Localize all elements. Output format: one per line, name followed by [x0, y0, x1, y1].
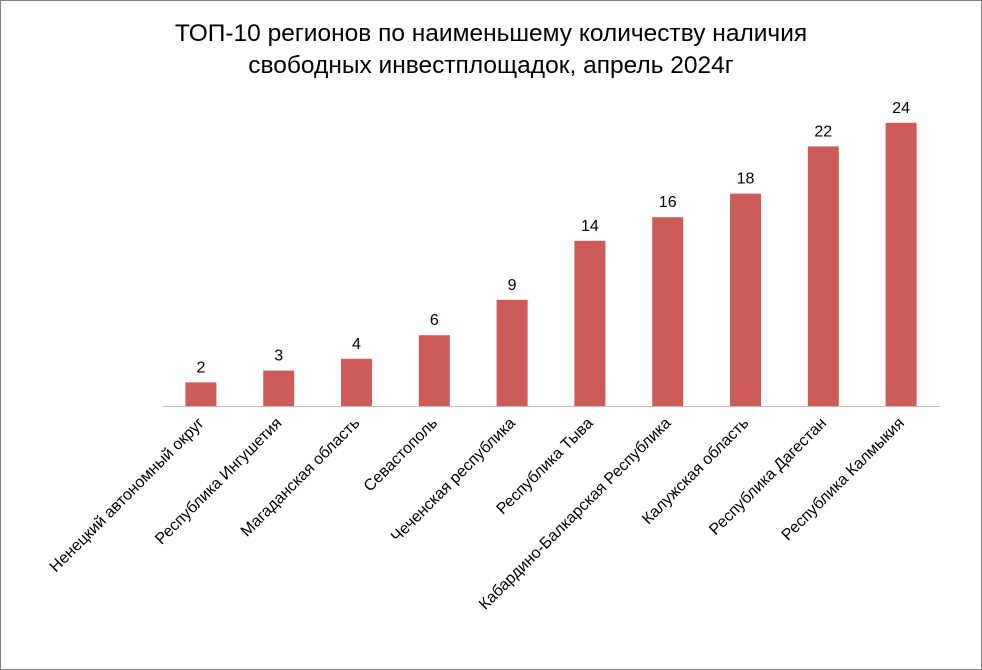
- value-label-10: 24: [892, 100, 910, 117]
- bar-3: [341, 358, 372, 406]
- value-labels-layer: 2 3 4 6 9 14 16 18 22 24: [196, 100, 910, 377]
- bar-1: [185, 382, 217, 406]
- value-label-3: 4: [352, 336, 361, 353]
- bars-layer: [185, 122, 917, 407]
- bar-9: [807, 146, 839, 406]
- value-label-5: 9: [508, 277, 517, 294]
- value-label-1: 2: [196, 359, 205, 376]
- bar-7: [652, 217, 684, 406]
- bar-10: [885, 122, 917, 407]
- category-label-5: Чеченская республика: [388, 415, 519, 546]
- bar-6: [574, 240, 606, 406]
- bar-5: [496, 299, 528, 406]
- category-label-2: Республика Ингушетия: [152, 415, 285, 548]
- bar-2: [263, 370, 295, 406]
- category-label-1: Ненецкий автономный округ: [47, 415, 208, 576]
- value-label-6: 14: [581, 218, 599, 235]
- bar-8: [730, 193, 761, 406]
- chart-title-line-1: ТОП-10 регионов по наименьшему количеств…: [174, 20, 808, 47]
- value-label-4: 6: [430, 312, 439, 329]
- chart-title: ТОП-10 регионов по наименьшему количеств…: [0, 18, 982, 82]
- value-label-7: 16: [659, 194, 677, 211]
- category-label-4: Севастополь: [361, 415, 441, 495]
- value-label-8: 18: [737, 171, 755, 188]
- chart-title-line-2: свободных инвестплощадок, апрель 2024г: [248, 52, 734, 79]
- value-label-9: 22: [814, 123, 832, 140]
- value-label-2: 3: [274, 348, 283, 365]
- bar-4: [418, 335, 450, 406]
